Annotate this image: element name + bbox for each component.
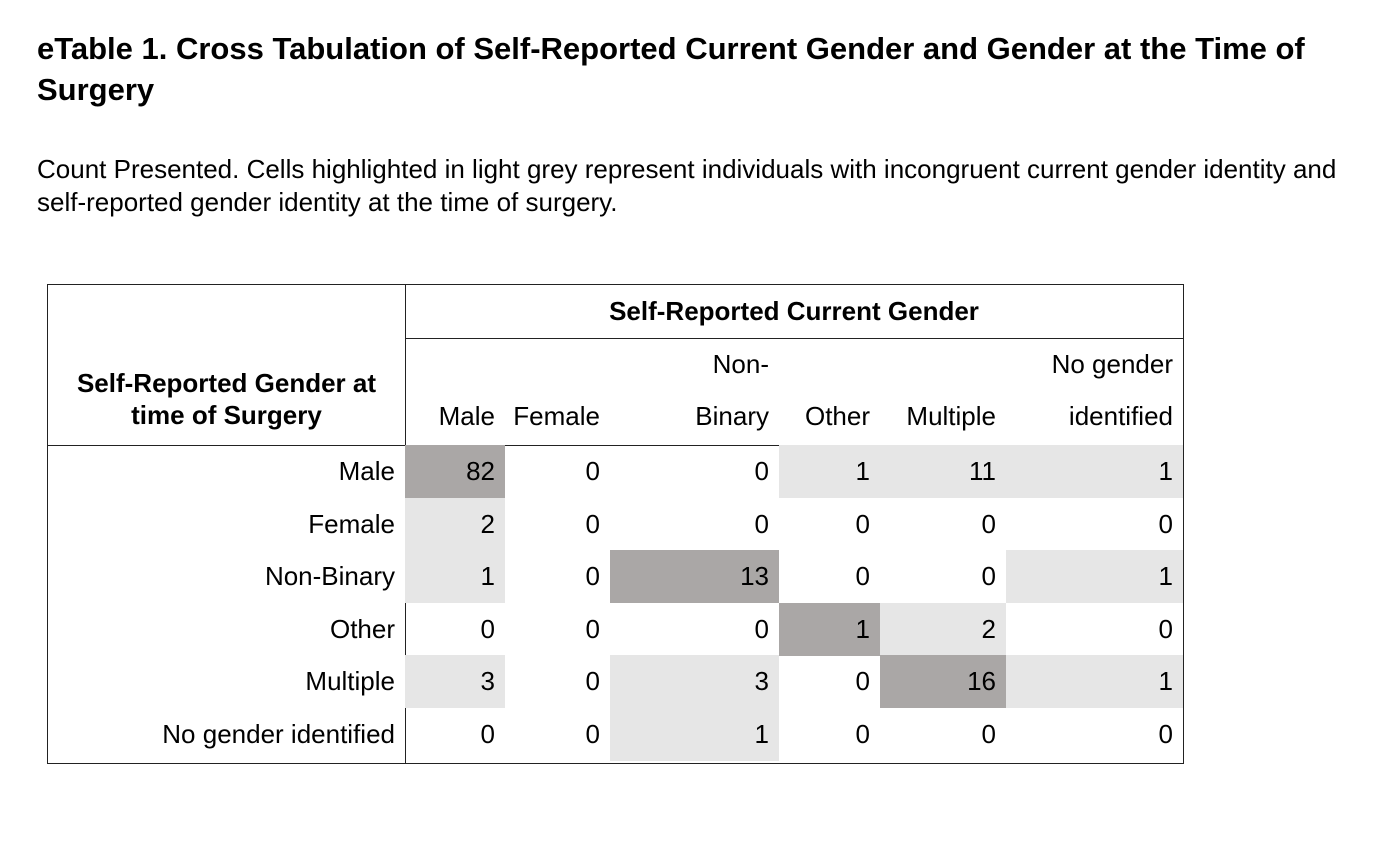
table-cell: 11 bbox=[880, 445, 1006, 498]
table-divider-group bbox=[405, 338, 1183, 339]
row-label: Male bbox=[338, 456, 395, 486]
table-cell: 0 bbox=[585, 508, 600, 539]
table-cell: 0 bbox=[585, 561, 600, 591]
cross-tab-table: Self-Reported Gender at time of Surgery … bbox=[47, 284, 1184, 764]
table-cell: 0 bbox=[855, 561, 870, 591]
row-label: Female bbox=[308, 508, 395, 539]
row-label: Other bbox=[329, 613, 395, 644]
table-cell: 0 bbox=[855, 718, 870, 749]
table-cell: 0 bbox=[855, 508, 870, 539]
table-cell: 1 bbox=[779, 602, 880, 656]
table-cell: 13 bbox=[610, 550, 779, 603]
column-header-female: Female bbox=[513, 401, 600, 431]
table-cell: 0 bbox=[754, 508, 769, 539]
table-cell: 0 bbox=[585, 456, 600, 486]
table-cell: 0 bbox=[480, 613, 495, 644]
table-cell: 2 bbox=[405, 497, 505, 551]
column-header-multiple: Multiple bbox=[906, 401, 996, 431]
row-label: Non-Binary bbox=[264, 561, 395, 591]
column-header-no-gender-identified: identified bbox=[1068, 401, 1173, 431]
table-cell: 3 bbox=[610, 655, 779, 708]
column-header-male: Male bbox=[438, 401, 495, 431]
table-cell: 1 bbox=[779, 445, 880, 498]
row-label: Multiple bbox=[305, 666, 395, 696]
table-cell: 0 bbox=[981, 561, 996, 591]
column-group-header: Self-Reported Current Gender bbox=[609, 296, 979, 326]
table-cell: 3 bbox=[405, 655, 505, 708]
table-cell: 0 bbox=[585, 613, 600, 644]
column-header-other: Other bbox=[804, 401, 870, 431]
table-cell: 0 bbox=[981, 718, 996, 749]
table-cell: 0 bbox=[754, 613, 769, 644]
table-cell: 0 bbox=[585, 666, 600, 696]
column-header-non-binary: Binary bbox=[695, 401, 769, 431]
table-cell: 0 bbox=[1158, 613, 1173, 644]
table-subtitle: Count Presented. Cells highlighted in li… bbox=[37, 154, 1337, 217]
table-cell: 1 bbox=[1006, 550, 1183, 603]
row-group-header: Self-Reported Gender at time of Surgery bbox=[76, 368, 377, 430]
table-cell: 0 bbox=[981, 508, 996, 539]
table-divider-header bbox=[48, 445, 1183, 446]
table-cell: 0 bbox=[1158, 718, 1173, 749]
table-cell: 2 bbox=[880, 602, 1006, 656]
table-cell: 1 bbox=[405, 550, 505, 603]
table-cell: 0 bbox=[480, 718, 495, 749]
table-cell: 82 bbox=[405, 445, 505, 498]
table-title: eTable 1. Cross Tabulation of Self-Repor… bbox=[37, 31, 1305, 107]
table-cell: 0 bbox=[1158, 508, 1173, 539]
column-header-no-gender-identified: No gender bbox=[1051, 349, 1173, 379]
table-cell: 1 bbox=[610, 707, 779, 761]
row-label: No gender identified bbox=[162, 718, 395, 749]
table-cell: 16 bbox=[880, 655, 1006, 708]
table-cell: 0 bbox=[585, 718, 600, 749]
table-cell: 0 bbox=[754, 456, 769, 486]
table-cell: 1 bbox=[1006, 655, 1183, 708]
table-cell: 1 bbox=[1006, 445, 1183, 498]
table-cell: 0 bbox=[855, 666, 870, 696]
column-header-non-binary: Non- bbox=[712, 349, 769, 379]
